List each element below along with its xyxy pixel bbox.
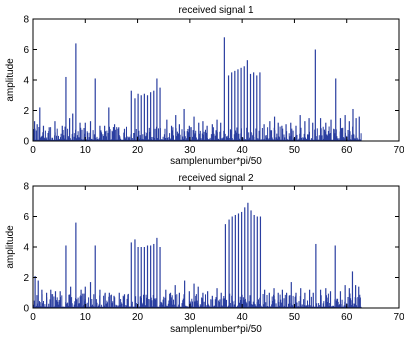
x-axis-label: samplenumber*pi/50 [170,324,262,335]
x-tick-label: 30 [184,145,196,156]
x-tick-label: 40 [237,312,249,323]
chart-title: received signal 1 [178,5,253,16]
y-tick-label: 2 [23,273,29,284]
y-tick-label: 8 [23,182,29,193]
panel-received-signal-1: received signal 1 0 10 20 30 40 50 60 70 02468 … [5,5,404,167]
y-tick-label: 8 [23,15,29,26]
x-tick-label: 60 [341,145,353,156]
x-tick-label: 0 [30,312,36,323]
x-tick-label: 70 [393,145,404,156]
x-tick-label: 0 [30,145,36,156]
x-tick-label: 50 [289,312,301,323]
plot-area [33,186,399,308]
y-axis-label: amplitude [5,58,16,102]
y-tick-label: 6 [23,45,29,56]
y-tick-label: 0 [23,137,29,148]
y-tick-label: 6 [23,212,29,223]
y-tick-label: 4 [23,76,29,87]
y-axis-label: amplitude [5,225,16,269]
x-tick-label: 20 [132,312,144,323]
y-tick-label: 2 [23,106,29,117]
x-tick-label: 30 [184,312,196,323]
panel-received-signal-2: received signal 2 0 10 20 30 40 50 60 70 02468 … [5,173,404,335]
signal-series [32,37,362,141]
x-tick-label: 60 [341,312,353,323]
y-tick-label: 0 [23,304,29,315]
y-axis-ticks: 0 2 4 6 8 [23,182,399,315]
x-tick-label: 40 [237,145,249,156]
x-axis-label: samplenumber*pi/50 [170,156,262,167]
signal-series [32,202,362,308]
x-tick-label: 10 [80,145,92,156]
chart-title: received signal 2 [178,173,253,184]
x-axis-ticks: 0 10 20 30 40 50 60 70 [30,186,404,323]
x-tick-label: 20 [132,145,144,156]
x-tick-label: 50 [289,145,301,156]
y-tick-label: 4 [23,243,29,254]
x-axis-ticks: 0 10 20 30 40 50 60 70 [30,19,404,156]
x-tick-label: 70 [393,312,404,323]
y-axis-ticks: 0 2 4 6 8 [23,15,399,148]
plot-area [33,19,399,141]
x-tick-label: 10 [80,312,92,323]
